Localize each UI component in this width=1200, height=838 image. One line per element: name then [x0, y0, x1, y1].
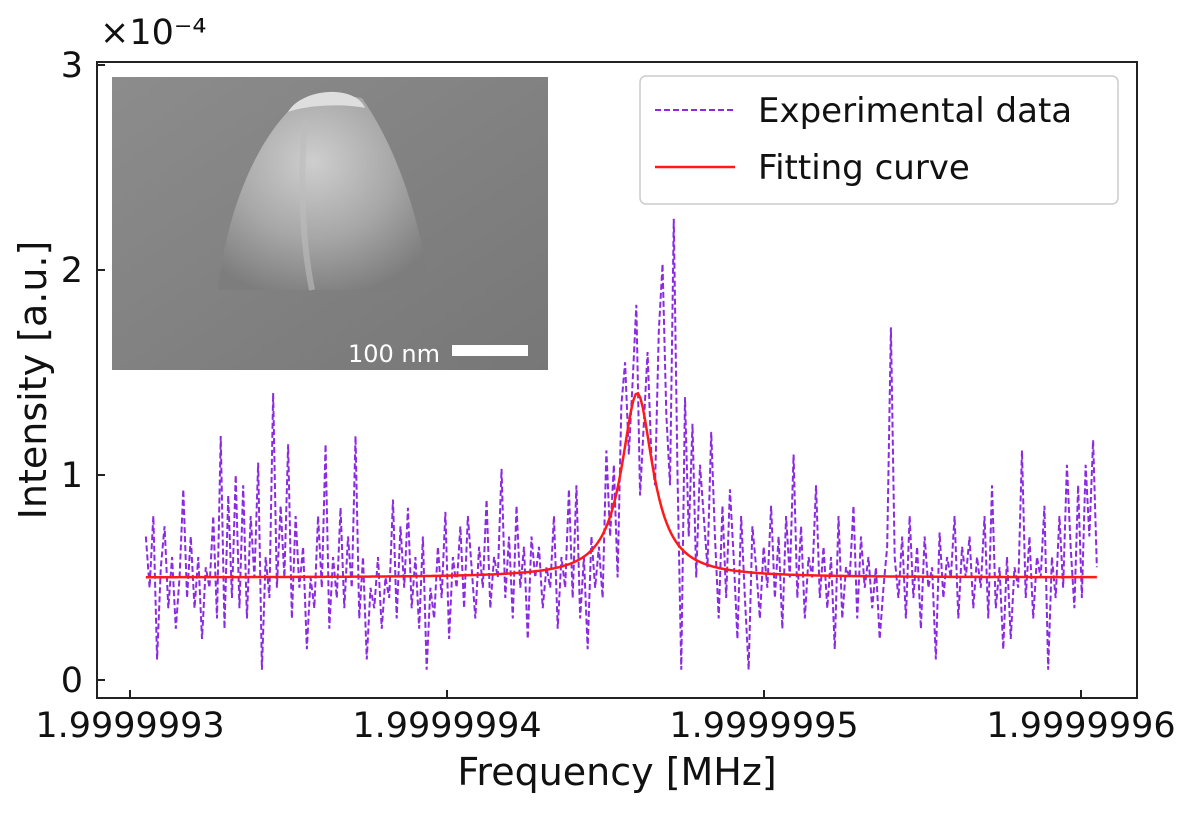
legend: Experimental data Fitting curve — [639, 75, 1119, 205]
x-tick-label: 1.9999995 — [669, 706, 858, 746]
series-fitting-curve — [145, 391, 1097, 579]
legend-label-fitting-curve: Fitting curve — [758, 148, 970, 188]
x-tick-label: 1.9999996 — [986, 706, 1175, 746]
y-tick-label: 2 — [61, 251, 83, 291]
y-tick-label: 1 — [61, 456, 83, 496]
legend-label-experimental-data: Experimental data — [758, 91, 1072, 131]
x-tick-label: 1.9999993 — [35, 706, 224, 746]
x-tick-label: 1.9999994 — [352, 706, 541, 746]
y-axis-multiplier: ×10⁻⁴ — [100, 13, 206, 53]
y-tick-label: 3 — [61, 46, 83, 86]
y-tick-label: 0 — [61, 661, 83, 701]
sem-inset-image: 100 nm — [112, 77, 548, 370]
scale-bar-label: 100 nm — [348, 340, 440, 368]
scale-bar — [452, 345, 528, 356]
x-axis-label: Frequency [MHz] — [457, 750, 776, 794]
y-axis-label: Intensity [a.u.] — [11, 241, 55, 520]
series-experimental-data — [144, 218, 1098, 670]
